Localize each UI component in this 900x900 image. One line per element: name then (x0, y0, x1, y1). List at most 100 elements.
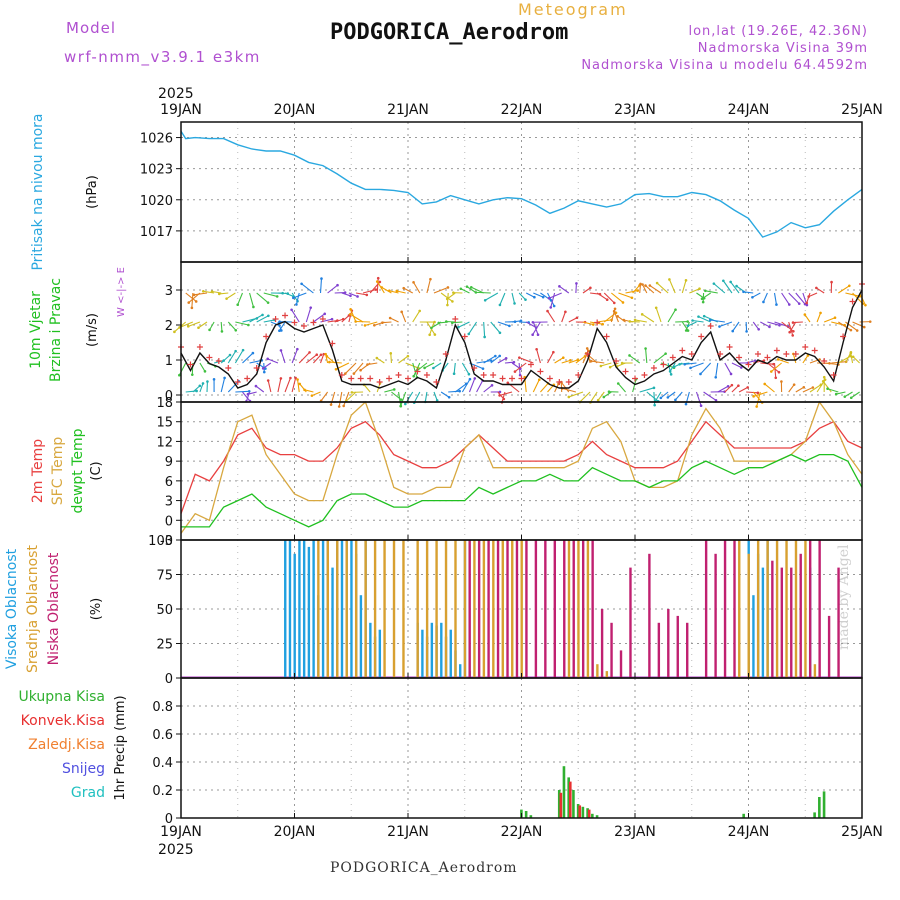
precip-bar (578, 805, 582, 818)
wind-arrow-head (639, 282, 642, 286)
wind-arrow (767, 321, 780, 326)
wind-arrow-head (763, 382, 767, 386)
wind-arrow (319, 353, 325, 364)
y-tick-label: 9 (165, 455, 173, 470)
bottom-day-label: 19JAN (160, 824, 202, 840)
precip-bar (524, 811, 528, 818)
wind-arrow-head (481, 367, 485, 370)
precip-bar (742, 813, 745, 818)
wind-arrow-head (549, 306, 553, 309)
wind-arrow (483, 321, 486, 338)
wind-arrow-head (334, 367, 338, 371)
wind-arrow-head (365, 293, 369, 297)
wind-gust-marker (187, 361, 194, 368)
wind-arrow-head (591, 323, 595, 326)
temp-line (180, 400, 863, 534)
wind-arrow-head (300, 282, 303, 286)
wind-arrow (277, 378, 282, 393)
wind-arrow (579, 391, 591, 403)
wind-arrow-head (702, 314, 706, 318)
cloud-bar (676, 615, 679, 678)
wind-arrow-head (201, 290, 205, 293)
wind-arrow-head (612, 309, 616, 313)
wind-arrow (476, 360, 492, 364)
wind-gust-marker (537, 368, 544, 375)
wind-arrow-head (330, 317, 334, 321)
wind-arrow-head (746, 386, 749, 389)
cloud-bar (818, 540, 821, 678)
wind-arrow (690, 362, 704, 369)
precip-bar (586, 808, 589, 818)
wind-arrow-head (849, 351, 853, 355)
cloud-bar (402, 540, 405, 678)
data-layer (173, 130, 872, 818)
wind-arrow-head (194, 300, 198, 303)
cloud-bar (392, 540, 396, 678)
y-tick-label: 0 (165, 812, 173, 827)
wind-arrow (514, 362, 527, 373)
cloud-bar (747, 553, 750, 678)
wind-arrow-head (762, 300, 765, 304)
wind-arrow-head (450, 321, 454, 325)
cloud-bar (775, 540, 779, 678)
wind-arrow-head (674, 398, 677, 402)
wind-arrow-head (206, 380, 209, 383)
cloud-bar (686, 622, 689, 678)
cloud-bar (430, 622, 434, 678)
wind-arrow-head (473, 377, 477, 380)
wind-arrow-head (788, 330, 791, 334)
wind-arrow (330, 391, 336, 405)
cloud-bar (563, 540, 566, 678)
wind-arrow (398, 355, 409, 364)
lonlat-label: lon,lat (19.26E, 42.36N) (688, 24, 868, 39)
wind-arrow-head (666, 396, 670, 399)
wind-arrow (701, 292, 711, 300)
wind-arrow (852, 356, 861, 364)
top-year-label: 2025 (158, 86, 194, 102)
wind-gust-marker (282, 312, 289, 319)
top-day-label: 22JAN (501, 102, 543, 118)
wind-arrow (589, 321, 603, 325)
wind-arrow (198, 321, 208, 329)
wind-arrow (426, 279, 431, 294)
wind-arrow-head (636, 289, 639, 292)
wind-compass: W <-|-> E (116, 267, 127, 317)
wind-arrow (397, 391, 402, 407)
wind-arrow (645, 348, 648, 364)
wind-arrow (667, 309, 676, 323)
wind-arrow (364, 321, 378, 326)
wind-arrow (256, 292, 269, 304)
wind-arrow-head (247, 323, 250, 327)
bottom-day-label: 22JAN (501, 824, 543, 840)
wind-arrow-head (197, 326, 200, 330)
wind-arrow (715, 362, 719, 378)
cloud-bar (373, 540, 377, 678)
wind-arrow-head (234, 349, 237, 353)
wind-arrow (433, 286, 449, 294)
wind-gust-marker (405, 375, 411, 382)
wind-arrow-head (228, 353, 232, 357)
wind-arrow-head (730, 383, 734, 387)
wind-arrow-head (322, 352, 326, 356)
wind-arrow-head (469, 285, 473, 289)
wind-arrow (433, 391, 438, 401)
wind-arrow (850, 391, 860, 399)
cloud-bar (596, 664, 599, 678)
wind-arrow (226, 292, 236, 300)
y-tick-label: 0.6 (152, 728, 173, 743)
wind-title: 10m Vjetar (28, 291, 44, 369)
wind-arrow-head (236, 303, 240, 307)
wind-arrow (199, 362, 206, 372)
wind-arrow (625, 290, 638, 294)
wind-arrow-head (686, 329, 690, 332)
wind-arrow-head (700, 297, 704, 301)
cloud-bar (336, 540, 339, 678)
pressure-line (180, 130, 863, 238)
wind-arrow-head (406, 354, 410, 358)
wind-arrow (808, 292, 818, 298)
wind-arrow (724, 384, 733, 393)
cloud-bar (307, 546, 311, 678)
wind-gust-marker (726, 344, 733, 350)
wind-arrow-head (452, 372, 456, 376)
wind-arrow-head (701, 300, 705, 304)
